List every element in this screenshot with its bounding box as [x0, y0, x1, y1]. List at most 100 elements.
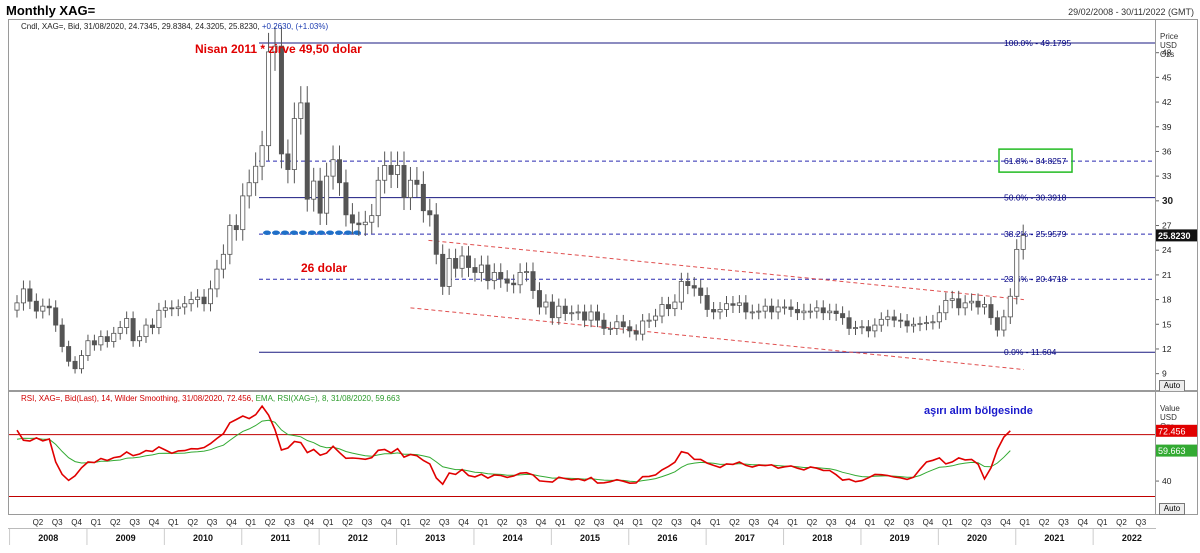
candle-body [691, 285, 697, 289]
quarter-label: Q3 [207, 518, 218, 527]
candle-body [188, 299, 194, 305]
rsi-value-label: 72.456 [1158, 426, 1186, 436]
time-axis[interactable]: Q2 Q3 Q4 2008 Q1 Q2 Q3 Q4 2009 Q1 Q2 Q3 Q4 2010 Q1 Q2 Q3… [8, 515, 1198, 553]
rsi-legend-text: RSI, XAG=, Bid(Last), 14, Wilder Smoothi… [21, 394, 254, 403]
candle-body [169, 307, 175, 310]
candle-body [975, 300, 981, 308]
price-tick-label: 9 [1162, 369, 1167, 379]
candle-body [904, 320, 910, 327]
candle-body [865, 326, 871, 332]
candle-body [420, 183, 426, 212]
candle-body [401, 165, 407, 198]
candle-body [678, 281, 684, 303]
candle-body [291, 118, 297, 170]
channel-lower [410, 307, 1024, 371]
candle-body [756, 310, 762, 313]
year-label: 2014 [503, 533, 523, 543]
quarter-label: Q1 [865, 518, 876, 527]
quarter-label: Q3 [129, 518, 140, 527]
candle-body [137, 336, 143, 342]
candle-body [543, 301, 549, 308]
rsi-auto-button[interactable]: Auto [1159, 503, 1185, 515]
support-dot [281, 230, 289, 235]
candle-body [20, 288, 26, 304]
quarter-label: Q1 [555, 518, 566, 527]
candle-body [988, 304, 994, 319]
candle-body [220, 253, 226, 270]
candle-body [891, 316, 897, 321]
candle-body [517, 272, 523, 286]
candle-body [814, 307, 820, 312]
quarter-label: Q3 [826, 518, 837, 527]
rsi-chart[interactable]: aşırı alım bölgesinde [9, 392, 1155, 514]
quarter-label: Q2 [187, 518, 198, 527]
price-chart[interactable]: 100.0% - 49.1795 61.8% - 34.8257 50.0% - 3… [9, 20, 1155, 390]
candle-body [1001, 316, 1007, 331]
quarter-label: Q2 [110, 518, 121, 527]
candle-body [833, 310, 839, 314]
quarter-label: Q4 [690, 518, 701, 527]
candle-body [414, 179, 420, 185]
quarter-label: Q1 [168, 518, 179, 527]
candle-body [653, 315, 659, 321]
quarter-label: Q4 [613, 518, 624, 527]
candle-body [885, 316, 891, 320]
price-axis-header-line: USD [1160, 41, 1177, 50]
candle-body [943, 300, 949, 314]
candle-body [717, 309, 723, 313]
candle-body [504, 278, 510, 284]
candle-body [898, 319, 904, 322]
candle-body [620, 321, 626, 328]
candle-body [130, 318, 136, 342]
rsi-panel[interactable]: aşırı alım bölgesinde RSI, XAG=, Bid(Las… [8, 391, 1156, 515]
price-panel[interactable]: 100.0% - 49.1795 61.8% - 34.8257 50.0% - 3… [8, 19, 1156, 391]
candle-body [846, 317, 852, 329]
candle-body [1007, 295, 1013, 318]
candle-body [788, 306, 794, 310]
quarter-label: Q2 [265, 518, 276, 527]
quarter-label: Q1 [942, 518, 953, 527]
candle-body [91, 340, 97, 346]
candle-body [246, 182, 252, 197]
annotation-peak: Nisan 2011 * zirve 49,50 dolar [195, 42, 362, 56]
candle-body [556, 305, 562, 319]
year-label: 2020 [967, 533, 987, 543]
quarter-label: Q1 [787, 518, 798, 527]
candle-body [485, 264, 491, 282]
candle-body [207, 288, 213, 305]
support-dot [272, 230, 280, 235]
candle-body [362, 221, 368, 226]
annotation-overbought: aşırı alım bölgesinde [924, 405, 1033, 417]
candle-body [724, 303, 730, 310]
candle-body [66, 346, 72, 362]
candle-body [98, 336, 104, 346]
quarter-label: Q2 [420, 518, 431, 527]
candle-body [104, 336, 110, 342]
year-label: 2010 [193, 533, 213, 543]
candle-body [511, 282, 517, 286]
quarter-label: Q2 [807, 518, 818, 527]
candle-body [659, 304, 665, 317]
quarter-label: Q2 [33, 518, 44, 527]
candle-body [769, 305, 775, 313]
candle-body [672, 301, 678, 310]
quarter-label: Q2 [342, 518, 353, 527]
candle-body [427, 210, 433, 216]
candle-body [272, 45, 278, 53]
support-dot [308, 230, 316, 235]
candle-body [595, 311, 601, 321]
date-range: 29/02/2008 - 30/11/2022 (GMT) [1068, 7, 1194, 17]
candle-body [827, 310, 833, 314]
quarter-label: Q3 [981, 518, 992, 527]
price-tick-label: 45 [1162, 72, 1172, 82]
chart-title: Monthly XAG= [6, 3, 96, 18]
quarter-label: Q4 [1077, 518, 1088, 527]
candle-body [917, 323, 923, 325]
candle-body [356, 222, 362, 226]
candle-body [143, 324, 149, 338]
price-axis[interactable]: Price USD Ozs 9 12 15 18 21 24 27 30 33 36 39 42 45 4… [1156, 19, 1198, 391]
quarter-label: Q3 [284, 518, 295, 527]
fib-label-0: 100.0% - 49.1795 [1004, 38, 1071, 48]
candle-body [459, 255, 465, 269]
